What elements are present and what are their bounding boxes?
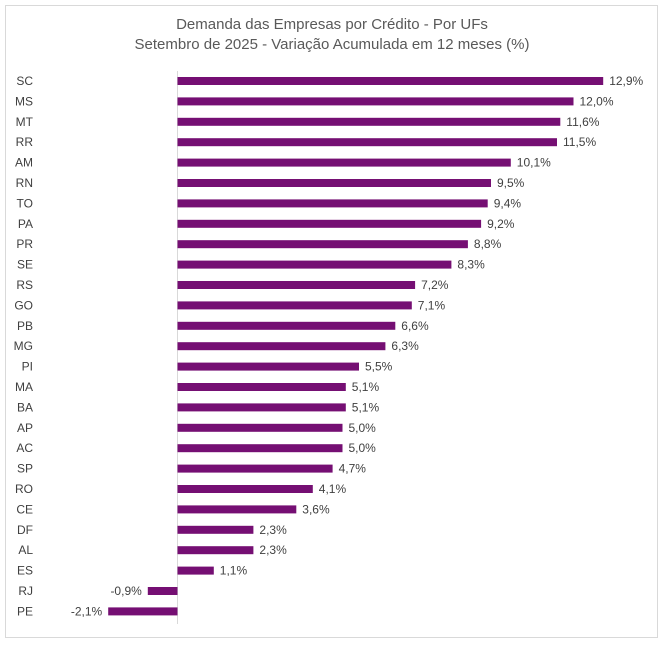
value-label-mt: 11,6% <box>566 115 599 129</box>
category-label-mg: MG <box>14 339 33 353</box>
value-label-rn: 9,5% <box>497 176 525 190</box>
value-label-se: 8,3% <box>457 258 485 272</box>
value-label-pb: 6,6% <box>401 319 429 333</box>
bar-ac <box>177 444 343 453</box>
bar-pa <box>177 219 482 228</box>
bar-rr <box>177 138 557 147</box>
value-label-ba: 5,1% <box>352 400 380 414</box>
value-label-pr: 8,8% <box>474 237 502 251</box>
category-label-to: TO <box>17 196 33 210</box>
category-label-ro: RO <box>15 482 33 496</box>
value-label-pi: 5,5% <box>365 360 393 374</box>
value-label-sc: 12,9% <box>609 74 643 88</box>
chart-title: Demanda das Empresas por Crédito - Por U… <box>176 16 488 33</box>
category-label-rs: RS <box>16 278 33 292</box>
value-label-ap: 5,0% <box>349 421 377 435</box>
bar-ms <box>177 97 574 106</box>
bar-rn <box>177 179 491 187</box>
bar-ma <box>177 383 346 391</box>
chart-subtitle: Setembro de 2025 - Variação Acumulada em… <box>134 36 530 53</box>
category-label-rn: RN <box>16 176 33 190</box>
bar-am <box>177 158 511 167</box>
category-label-ap: AP <box>17 421 33 435</box>
bar-se <box>177 260 452 269</box>
category-label-df: DF <box>17 523 33 537</box>
bar-df <box>177 525 254 534</box>
value-label-ma: 5,1% <box>352 380 380 394</box>
category-label-mt: MT <box>16 115 34 129</box>
category-label-pi: PI <box>22 360 33 374</box>
category-label-pr: PR <box>16 237 33 251</box>
bar-pr <box>177 240 468 249</box>
bar-pe <box>108 607 178 616</box>
category-label-ms: MS <box>15 94 33 108</box>
bar-rj <box>147 587 178 595</box>
value-label-pe: -2,1% <box>71 604 103 618</box>
bar-es <box>177 566 214 575</box>
category-label-sp: SP <box>17 462 33 476</box>
value-label-ce: 3,6% <box>302 502 330 516</box>
bar-sp <box>177 464 333 473</box>
bar-al <box>177 546 254 555</box>
category-label-ma: MA <box>15 380 33 394</box>
value-label-to: 9,4% <box>494 196 522 210</box>
value-label-df: 2,3% <box>259 523 287 537</box>
bar-mt <box>177 117 561 126</box>
value-label-ms: 12,0% <box>580 94 614 108</box>
value-label-sp: 4,7% <box>339 462 367 476</box>
category-label-se: SE <box>17 258 33 272</box>
value-label-am: 10,1% <box>517 156 551 170</box>
category-label-rj: RJ <box>18 584 33 598</box>
category-label-al: AL <box>18 543 33 557</box>
bar-to <box>177 199 488 208</box>
bar-go <box>177 301 412 310</box>
value-label-pa: 9,2% <box>487 217 515 231</box>
category-label-ce: CE <box>16 502 33 516</box>
value-label-ro: 4,1% <box>319 482 347 496</box>
bar-rs <box>177 281 416 289</box>
bar-sc <box>177 77 604 85</box>
bar-ba <box>177 403 346 412</box>
category-label-ba: BA <box>17 400 33 414</box>
bar-pi <box>177 362 359 371</box>
bar-ro <box>177 485 313 493</box>
bar-ce <box>177 505 297 514</box>
category-label-pb: PB <box>17 319 33 333</box>
bar-mg <box>177 342 386 351</box>
category-label-pe: PE <box>17 604 33 618</box>
value-label-rs: 7,2% <box>421 278 449 292</box>
value-label-rr: 11,5% <box>563 135 596 149</box>
value-label-es: 1,1% <box>220 564 248 578</box>
bar-ap <box>177 423 343 432</box>
category-label-ac: AC <box>16 441 33 455</box>
category-label-go: GO <box>14 298 33 312</box>
value-label-mg: 6,3% <box>391 339 419 353</box>
category-label-es: ES <box>17 564 33 578</box>
category-label-am: AM <box>15 156 33 170</box>
value-label-ac: 5,0% <box>349 441 377 455</box>
value-label-go: 7,1% <box>418 298 446 312</box>
category-label-sc: SC <box>16 74 33 88</box>
value-label-rj: -0,9% <box>110 584 142 598</box>
category-label-rr: RR <box>16 135 34 149</box>
chart-frame <box>5 5 658 638</box>
category-label-pa: PA <box>18 217 33 231</box>
value-label-al: 2,3% <box>259 543 287 557</box>
bar-pb <box>177 321 396 330</box>
